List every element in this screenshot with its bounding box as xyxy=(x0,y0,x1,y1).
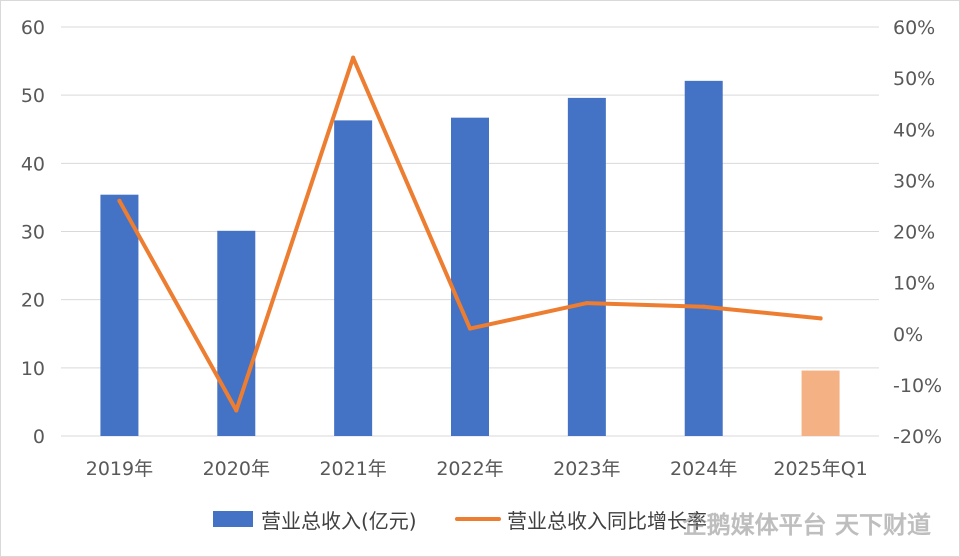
left-tick-label: 10 xyxy=(21,358,45,380)
right-tick-label: -10% xyxy=(893,375,942,397)
legend: 营业总收入(亿元) 营业总收入同比增长率 xyxy=(213,509,707,533)
right-tick-label: 10% xyxy=(893,273,935,295)
right-axis-ticks: -20% -10% 0% 10% 20% 30% 40% 50% 60% xyxy=(893,17,942,448)
right-tick-label: 30% xyxy=(893,170,935,192)
revenue-bars xyxy=(100,80,840,436)
legend-label-growth: 营业总收入同比增长率 xyxy=(507,509,707,533)
right-tick-label: 0% xyxy=(893,324,923,346)
growth-point-2 xyxy=(234,408,239,413)
bar-6 xyxy=(684,80,723,436)
left-tick-label: 0 xyxy=(33,426,45,448)
growth-point-7 xyxy=(818,316,823,321)
left-tick-label: 30 xyxy=(21,222,45,244)
x-tick-label: 2020年 xyxy=(203,458,270,480)
legend-swatch-revenue xyxy=(213,511,253,527)
growth-point-3 xyxy=(351,55,356,60)
growth-point-4 xyxy=(468,326,472,331)
right-tick-label: 50% xyxy=(893,68,935,90)
x-tick-label: 2023年 xyxy=(553,458,620,480)
right-tick-label: 20% xyxy=(893,222,935,244)
growth-point-5 xyxy=(584,301,589,306)
left-tick-label: 40 xyxy=(21,153,45,175)
legend-label-revenue: 营业总收入(亿元) xyxy=(261,509,417,533)
bar-5 xyxy=(567,97,606,436)
right-tick-label: -20% xyxy=(893,426,942,448)
left-axis-ticks: 0 10 20 30 40 50 60 xyxy=(21,17,45,448)
left-tick-label: 60 xyxy=(21,17,45,39)
watermark: 企鹅媒体平台 天下财道 xyxy=(683,511,931,539)
bar-2 xyxy=(217,230,256,436)
left-tick-label: 50 xyxy=(21,85,45,107)
x-tick-label: 2021年 xyxy=(319,458,386,480)
left-tick-label: 20 xyxy=(21,290,45,312)
x-tick-label: 2022年 xyxy=(436,458,503,480)
right-tick-label: 40% xyxy=(893,119,935,141)
x-tick-label: 2024年 xyxy=(670,458,737,480)
bar-3 xyxy=(334,120,373,436)
x-tick-label: 2019年 xyxy=(86,458,153,480)
x-tick-label: 2025年Q1 xyxy=(773,458,867,480)
right-tick-label: 60% xyxy=(893,17,935,39)
growth-point-6 xyxy=(701,304,706,309)
x-axis-ticks: 2019年 2020年 2021年 2022年 2023年 2024年 2025年Q1 xyxy=(86,458,868,480)
growth-point-1 xyxy=(117,198,122,203)
bar-7 xyxy=(801,370,840,436)
growth-line xyxy=(117,55,823,413)
bar-1 xyxy=(100,194,139,436)
bar-4 xyxy=(451,117,489,436)
